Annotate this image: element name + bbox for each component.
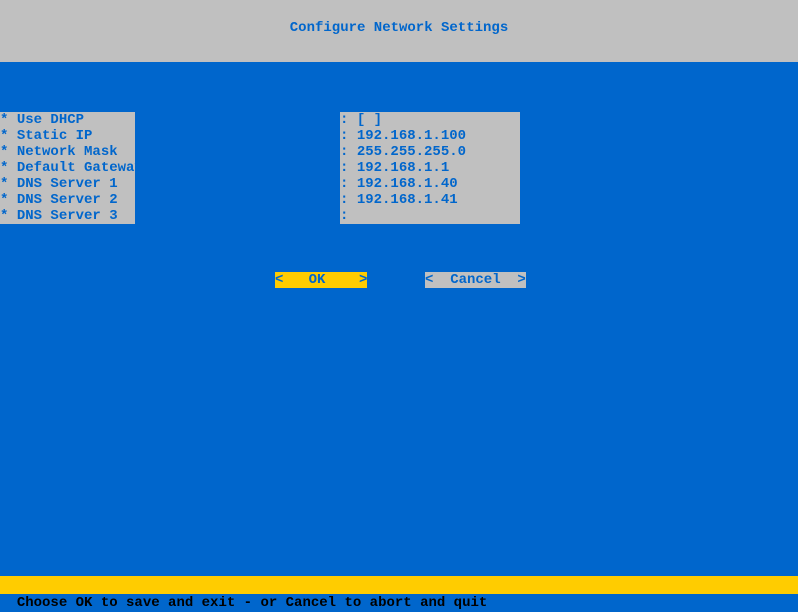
status-bar: Choose OK to save and exit - or Cancel t…	[0, 576, 798, 594]
value-default-gateway[interactable]: : 192.168.1.1	[340, 160, 520, 176]
label-dns-server-2: * DNS Server 2	[0, 192, 135, 208]
status-text: Choose OK to save and exit - or Cancel t…	[17, 595, 487, 611]
ok-button[interactable]: < OK >	[275, 272, 367, 288]
value-use-dhcp[interactable]: : [ ]	[340, 112, 520, 128]
label-dns-server-1: * DNS Server 1	[0, 176, 135, 192]
label-dns-server-3: * DNS Server 3	[0, 208, 135, 224]
label-static-ip: * Static IP	[0, 128, 135, 144]
main-panel: * Use DHCP * Static IP * Network Mask * …	[0, 62, 798, 576]
page-title: Configure Network Settings	[290, 20, 508, 36]
value-network-mask[interactable]: : 255.255.255.0	[340, 144, 520, 160]
field-labels-box: * Use DHCP * Static IP * Network Mask * …	[0, 112, 135, 224]
value-static-ip[interactable]: : 192.168.1.100	[340, 128, 520, 144]
label-default-gateway: * Default Gateway	[0, 160, 135, 176]
field-values-box: : [ ] : 192.168.1.100 : 255.255.255.0 : …	[340, 112, 520, 224]
label-network-mask: * Network Mask	[0, 144, 135, 160]
title-bar: Configure Network Settings	[0, 0, 798, 62]
value-dns-server-2[interactable]: : 192.168.1.41	[340, 192, 520, 208]
label-use-dhcp: * Use DHCP	[0, 112, 135, 128]
value-dns-server-3[interactable]: :	[340, 208, 520, 224]
value-dns-server-1[interactable]: : 192.168.1.40	[340, 176, 520, 192]
cancel-button[interactable]: < Cancel >	[425, 272, 526, 288]
